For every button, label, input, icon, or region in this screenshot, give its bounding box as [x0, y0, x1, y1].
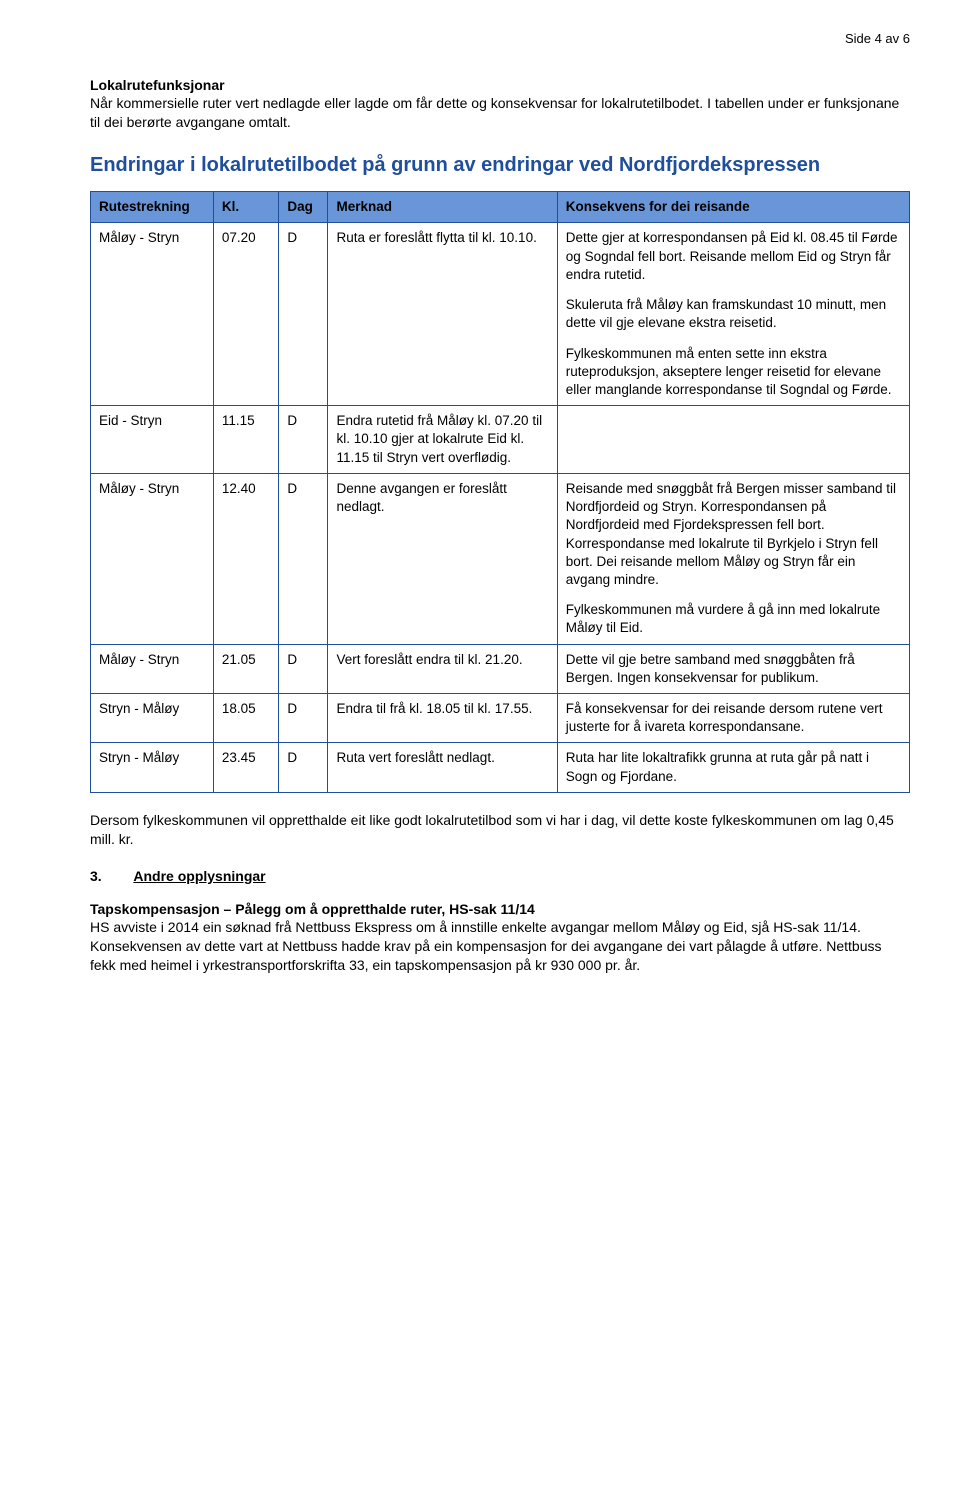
cell-konsekvens: Få konsekvensar for dei reisande dersom …	[557, 694, 909, 743]
cell-dag: D	[279, 473, 328, 644]
table-header-row: Rutestrekning Kl. Dag Merknad Konsekvens…	[91, 192, 910, 223]
intro-body: Når kommersielle ruter vert nedlagde ell…	[90, 95, 899, 130]
cell-konsekvens: Dette gjer at korrespondansen på Eid kl.…	[557, 223, 909, 406]
konsekvens-paragraph: Skuleruta frå Måløy kan framskundast 10 …	[566, 296, 901, 332]
cell-rute: Stryn - Måløy	[91, 743, 214, 792]
cell-kl: 07.20	[213, 223, 279, 406]
cell-kl: 23.45	[213, 743, 279, 792]
section3-heading: 3. Andre opplysningar	[90, 867, 910, 886]
th-kl: Kl.	[213, 192, 279, 223]
section3-title: Andre opplysningar	[133, 868, 265, 884]
konsekvens-paragraph: Få konsekvensar for dei reisande dersom …	[566, 700, 901, 736]
table-row: Stryn - Måløy18.05DEndra til frå kl. 18.…	[91, 694, 910, 743]
intro-heading: Lokalrutefunksjonar	[90, 77, 225, 93]
cell-merknad: Ruta er foreslått flytta til kl. 10.10.	[328, 223, 557, 406]
table-row: Måløy - Stryn12.40D Denne avgangen er fo…	[91, 473, 910, 644]
table-row: Eid - Stryn11.15DEndra rutetid frå Måløy…	[91, 406, 910, 474]
konsekvens-paragraph: Ruta har lite lokaltrafikk grunna at rut…	[566, 749, 901, 785]
intro-block: Lokalrutefunksjonar Når kommersielle rut…	[90, 76, 910, 133]
page-number: Side 4 av 6	[90, 30, 910, 48]
cell-dag: D	[279, 644, 328, 693]
cell-rute: Måløy - Stryn	[91, 644, 214, 693]
changes-table: Rutestrekning Kl. Dag Merknad Konsekvens…	[90, 191, 910, 793]
cell-konsekvens: Dette vil gje betre samband med snøggbåt…	[557, 644, 909, 693]
cell-rute: Stryn - Måløy	[91, 694, 214, 743]
konsekvens-paragraph: Dette gjer at korrespondansen på Eid kl.…	[566, 229, 901, 284]
cell-merknad: Endra til frå kl. 18.05 til kl. 17.55.	[328, 694, 557, 743]
section3-subheading: Tapskompensasjon – Pålegg om å opprettha…	[90, 901, 535, 917]
th-merknad: Merknad	[328, 192, 557, 223]
section3-num: 3.	[90, 867, 130, 886]
cell-konsekvens: Reisande med snøggbåt frå Bergen misser …	[557, 473, 909, 644]
cell-merknad: Ruta vert foreslått nedlagt.	[328, 743, 557, 792]
cell-dag: D	[279, 743, 328, 792]
after-table-text: Dersom fylkeskommunen vil oppretthalde e…	[90, 811, 910, 849]
cell-kl: 18.05	[213, 694, 279, 743]
konsekvens-paragraph: Reisande med snøggbåt frå Bergen misser …	[566, 480, 901, 589]
table-row: Stryn - Måløy23.45D Ruta vert foreslått …	[91, 743, 910, 792]
th-rute: Rutestrekning	[91, 192, 214, 223]
cell-merknad: Vert foreslått endra til kl. 21.20.	[328, 644, 557, 693]
cell-merknad: Denne avgangen er foreslått nedlagt.	[328, 473, 557, 644]
section3-body: Tapskompensasjon – Pålegg om å opprettha…	[90, 900, 910, 976]
cell-merknad: Endra rutetid frå Måløy kl. 07.20 til kl…	[328, 406, 557, 474]
cell-dag: D	[279, 406, 328, 474]
th-konsekvens: Konsekvens for dei reisande	[557, 192, 909, 223]
cell-kl: 21.05	[213, 644, 279, 693]
table-row: Måløy - Stryn21.05DVert foreslått endra …	[91, 644, 910, 693]
cell-kl: 12.40	[213, 473, 279, 644]
cell-rute: Måløy - Stryn	[91, 473, 214, 644]
konsekvens-paragraph: Fylkeskommunen må vurdere å gå inn med l…	[566, 601, 901, 637]
cell-konsekvens	[557, 406, 909, 474]
cell-kl: 11.15	[213, 406, 279, 474]
th-dag: Dag	[279, 192, 328, 223]
cell-rute: Måløy - Stryn	[91, 223, 214, 406]
table-row: Måløy - Stryn07.20DRuta er foreslått fly…	[91, 223, 910, 406]
konsekvens-paragraph: Fylkeskommunen må enten sette inn ekstra…	[566, 345, 901, 400]
table-title: Endringar i lokalrutetilbodet på grunn a…	[90, 152, 910, 179]
konsekvens-paragraph: Dette vil gje betre samband med snøggbåt…	[566, 651, 901, 687]
section3-text: HS avviste i 2014 ein søknad frå Nettbus…	[90, 919, 882, 973]
cell-konsekvens: Ruta har lite lokaltrafikk grunna at rut…	[557, 743, 909, 792]
cell-dag: D	[279, 694, 328, 743]
cell-dag: D	[279, 223, 328, 406]
cell-rute: Eid - Stryn	[91, 406, 214, 474]
